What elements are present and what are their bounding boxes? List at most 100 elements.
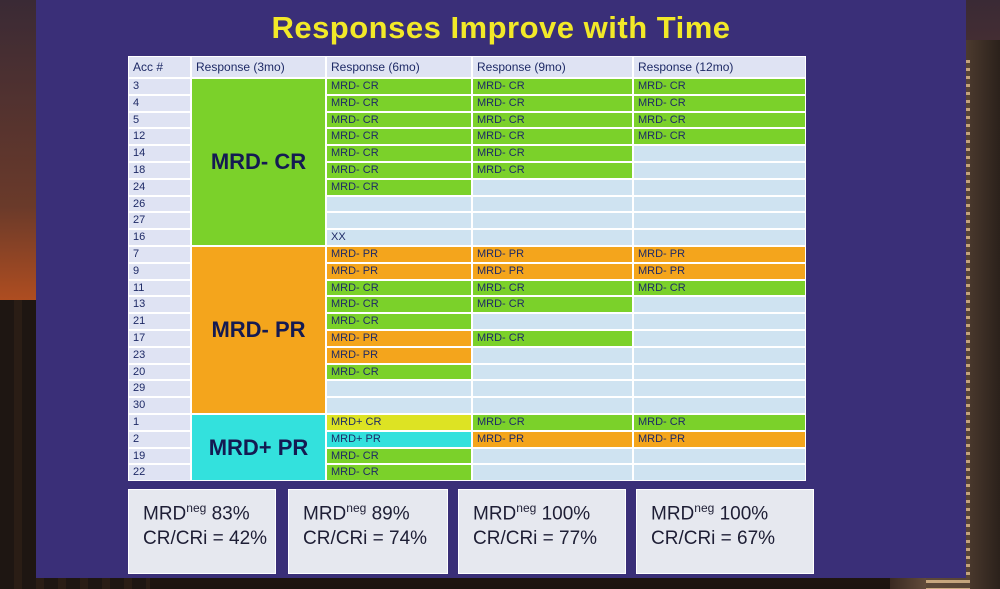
response-cell-m6: MRD- PR xyxy=(326,262,472,280)
response-cell-m6: MRD- PR xyxy=(326,330,472,347)
response-cell-m9: MRD- CR xyxy=(472,111,633,129)
response-cell-m6: MRD- CR xyxy=(326,313,472,330)
response-cell-m12: MRD- PR xyxy=(633,430,806,448)
response-cell-m12 xyxy=(633,195,806,213)
response-cell-m12 xyxy=(633,313,806,330)
response-cell-m6: MRD- CR xyxy=(326,447,472,465)
response-cell-m12: MRD- CR xyxy=(633,111,806,129)
response-cell-m6: MRD- CR xyxy=(326,162,472,179)
mrd-label: MRD xyxy=(473,503,517,525)
column-header: Response (6mo) xyxy=(326,56,472,78)
acc-number: 21 xyxy=(128,313,191,330)
response-cell-m12 xyxy=(633,162,806,179)
response-cell-m6: MRD- CR xyxy=(326,111,472,129)
mrd-label: MRD xyxy=(303,503,347,525)
response-cell-m12 xyxy=(633,229,806,246)
acc-number: 5 xyxy=(128,111,191,129)
cr-cri-rate: CR/CRi = 77% xyxy=(473,527,598,549)
response-cell-m12: MRD- CR xyxy=(633,279,806,297)
response-cell-m9: MRD- PR xyxy=(472,430,633,448)
response-cell-m9: MRD- CR xyxy=(472,94,633,112)
acc-number: 20 xyxy=(128,363,191,381)
response-cell-m6: MRD- CR xyxy=(326,94,472,112)
mrd-value: 89% xyxy=(366,503,410,525)
mrd-value: 100% xyxy=(714,503,769,525)
acc-number: 2 xyxy=(128,430,191,448)
response-cell-m6: MRD- CR xyxy=(326,128,472,146)
response-cell-m6: XX xyxy=(326,229,472,246)
acc-number: 13 xyxy=(128,296,191,314)
response-cell-m6: MRD- PR xyxy=(326,246,472,263)
acc-number: 9 xyxy=(128,262,191,280)
acc-number: 19 xyxy=(128,447,191,465)
response-cell-m12 xyxy=(633,363,806,381)
response-cell-m6 xyxy=(326,212,472,230)
acc-number: 1 xyxy=(128,414,191,431)
column-header: Response (9mo) xyxy=(472,56,633,78)
acc-number: 22 xyxy=(128,464,191,482)
response-cell-m6: MRD- CR xyxy=(326,178,472,196)
group-label-3mo: MRD+ PR xyxy=(191,414,326,482)
response-cell-m12 xyxy=(633,330,806,347)
response-cell-m12 xyxy=(633,296,806,314)
response-cell-m12: MRD- CR xyxy=(633,78,806,95)
response-cell-m12: MRD- CR xyxy=(633,94,806,112)
response-cell-m9: MRD- CR xyxy=(472,414,633,431)
cr-cri-rate: CR/CRi = 67% xyxy=(651,527,776,549)
response-cell-m9 xyxy=(472,380,633,398)
response-cell-m12 xyxy=(633,212,806,230)
response-cell-m12 xyxy=(633,447,806,465)
group-label-3mo: MRD- PR xyxy=(191,246,326,414)
response-cell-m9: MRD- CR xyxy=(472,145,633,162)
response-cell-m9 xyxy=(472,313,633,330)
neg-superscript: neg xyxy=(186,501,207,516)
neg-superscript: neg xyxy=(516,501,537,516)
mrd-neg-rate: MRDneg 83% xyxy=(143,496,275,526)
acc-number: 7 xyxy=(128,246,191,263)
mrd-neg-rate: MRDneg 100% xyxy=(473,496,625,526)
response-cell-m12 xyxy=(633,178,806,196)
response-cell-m9: MRD- CR xyxy=(472,296,633,314)
response-cell-m12 xyxy=(633,397,806,414)
mrd-label: MRD xyxy=(651,503,695,525)
acc-number: 30 xyxy=(128,397,191,414)
response-cell-m12 xyxy=(633,346,806,364)
response-cell-m12: MRD- CR xyxy=(633,128,806,146)
response-cell-m6: MRD- PR xyxy=(326,346,472,364)
acc-number: 27 xyxy=(128,212,191,230)
response-cell-m9 xyxy=(472,464,633,482)
response-cell-m9: MRD- PR xyxy=(472,246,633,263)
response-cell-m9 xyxy=(472,346,633,364)
mrd-value: 100% xyxy=(536,503,591,525)
mrd-value: 83% xyxy=(206,503,250,525)
response-cell-m9: MRD- CR xyxy=(472,78,633,95)
response-cell-m6: MRD+ CR xyxy=(326,414,472,431)
acc-number: 16 xyxy=(128,229,191,246)
acc-number: 14 xyxy=(128,145,191,162)
response-cell-m12 xyxy=(633,464,806,482)
response-cell-m9 xyxy=(472,212,633,230)
acc-number: 18 xyxy=(128,162,191,179)
response-cell-m9 xyxy=(472,229,633,246)
summary-box: MRDneg 89% CR/CRi = 74% xyxy=(288,489,448,574)
acc-number: 23 xyxy=(128,346,191,364)
acc-number: 4 xyxy=(128,94,191,112)
acc-number: 29 xyxy=(128,380,191,398)
neg-superscript: neg xyxy=(694,501,715,516)
mrd-neg-rate: MRDneg 89% xyxy=(303,496,447,526)
response-cell-m12: MRD- PR xyxy=(633,262,806,280)
response-cell-m12: MRD- PR xyxy=(633,246,806,263)
response-cell-m9: MRD- PR xyxy=(472,262,633,280)
response-cell-m9 xyxy=(472,397,633,414)
response-cell-m9 xyxy=(472,363,633,381)
acc-number: 24 xyxy=(128,178,191,196)
acc-number: 11 xyxy=(128,279,191,297)
acc-number: 17 xyxy=(128,330,191,347)
response-cell-m9: MRD- CR xyxy=(472,279,633,297)
response-cell-m6: MRD- CR xyxy=(326,78,472,95)
cr-cri-rate: CR/CRi = 74% xyxy=(303,527,428,549)
column-header: Response (3mo) xyxy=(191,56,326,78)
summary-box: MRDneg 83% CR/CRi = 42% xyxy=(128,489,276,574)
response-cell-m9 xyxy=(472,178,633,196)
response-cell-m6: MRD- CR xyxy=(326,363,472,381)
